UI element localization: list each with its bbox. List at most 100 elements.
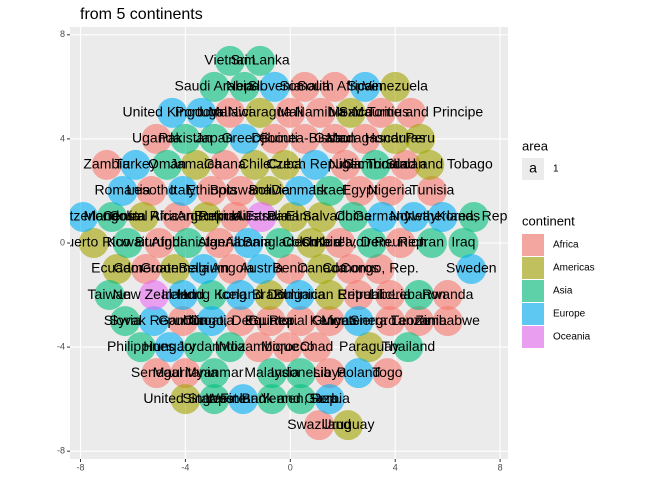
point-label: New Zealand xyxy=(113,286,196,302)
point-label: Belgium xyxy=(178,260,229,276)
point xyxy=(432,306,463,337)
point xyxy=(319,71,350,102)
point-label: West Bank and Gaza xyxy=(206,390,338,406)
point-label: Singapore xyxy=(182,390,246,406)
point-label: Zambia xyxy=(83,156,130,172)
point-label: Montenegro xyxy=(321,312,396,328)
point xyxy=(289,123,320,154)
point xyxy=(138,306,169,337)
point-label: Australia xyxy=(234,208,289,224)
point xyxy=(289,71,320,102)
point xyxy=(102,254,133,285)
point xyxy=(112,228,143,258)
point-label: Tunisia xyxy=(410,182,455,198)
point xyxy=(335,97,366,128)
point xyxy=(204,228,235,258)
point-label: Vietnam xyxy=(204,52,255,68)
point xyxy=(343,306,374,337)
chart-title: from 5 continents xyxy=(80,6,203,23)
point xyxy=(380,123,411,154)
point xyxy=(301,332,332,363)
point xyxy=(170,123,201,154)
point-label: Korea, Rep. xyxy=(437,208,512,224)
legend-label: Africa xyxy=(553,240,579,251)
point xyxy=(246,254,277,285)
point-label: Puerto Rico xyxy=(57,234,130,250)
point-label: Eritrea xyxy=(338,286,379,302)
point xyxy=(217,254,248,285)
point xyxy=(246,201,277,232)
point-label: Honduras xyxy=(365,130,426,146)
point-label: Sierra Leone xyxy=(350,312,430,328)
point-label: Egypt xyxy=(342,182,378,198)
point xyxy=(141,358,172,389)
point xyxy=(229,71,260,102)
point xyxy=(173,228,204,258)
point xyxy=(245,97,276,128)
point-label: Bangladesh xyxy=(243,234,317,250)
point xyxy=(141,123,172,154)
point-label: Pakistan xyxy=(159,130,213,146)
point-label: Cote d'Ivoire xyxy=(301,234,379,250)
point xyxy=(333,410,364,441)
point xyxy=(374,175,405,206)
point xyxy=(199,384,230,415)
point xyxy=(367,201,398,232)
point xyxy=(256,358,287,389)
point xyxy=(275,97,306,128)
point-label: United Kingdom xyxy=(122,104,222,120)
point-label: Germany xyxy=(353,208,411,224)
point xyxy=(199,123,230,154)
point xyxy=(270,149,301,180)
point xyxy=(285,358,316,389)
legend-key xyxy=(522,326,544,348)
point-label: Peru xyxy=(405,130,435,146)
point-label: Tanzania xyxy=(391,312,447,328)
point-label: Costa Rica xyxy=(109,208,178,224)
point-label: Lesotho xyxy=(126,182,176,198)
point xyxy=(432,280,463,311)
point xyxy=(233,228,264,258)
point-label: Denmark xyxy=(271,182,329,198)
point xyxy=(225,306,256,337)
point-label: Uruguay xyxy=(322,416,375,432)
legend-key xyxy=(522,303,544,325)
x-tick-label: 4 xyxy=(393,462,398,472)
point xyxy=(254,175,285,206)
point-label: Equatorial Guinea xyxy=(245,312,357,328)
point-label: Ghana xyxy=(204,156,246,172)
point-label: Myanmar xyxy=(185,364,244,380)
point xyxy=(191,201,222,232)
point-label: Switzerland xyxy=(47,208,119,224)
point xyxy=(390,149,421,180)
size-key xyxy=(522,158,544,180)
point-label: Venezuela xyxy=(363,78,429,94)
point xyxy=(395,97,426,128)
point-label: Benin xyxy=(272,260,308,276)
point-label: Congo, Rep. xyxy=(340,260,419,276)
point xyxy=(393,332,424,363)
point xyxy=(414,149,445,180)
point-label: Cambodia xyxy=(344,156,408,172)
x-tick-label: -4 xyxy=(181,462,189,472)
point xyxy=(380,71,411,102)
size-legend-label: 1 xyxy=(553,164,559,175)
point xyxy=(314,384,345,415)
legend-label: Oceania xyxy=(553,332,591,343)
point xyxy=(225,175,256,206)
point xyxy=(372,358,403,389)
point xyxy=(403,280,434,311)
point xyxy=(255,306,286,337)
point-label: Iraq xyxy=(451,234,475,250)
point-label: Libya xyxy=(313,364,347,380)
point-label: Greece xyxy=(221,130,267,146)
point xyxy=(259,71,290,102)
point-label: Iran xyxy=(420,234,444,250)
point xyxy=(152,149,183,180)
point-label: Philippines xyxy=(107,338,175,354)
point xyxy=(275,254,306,285)
legend-key xyxy=(522,234,544,256)
point xyxy=(162,201,193,232)
point-label: Reunion xyxy=(374,234,426,250)
